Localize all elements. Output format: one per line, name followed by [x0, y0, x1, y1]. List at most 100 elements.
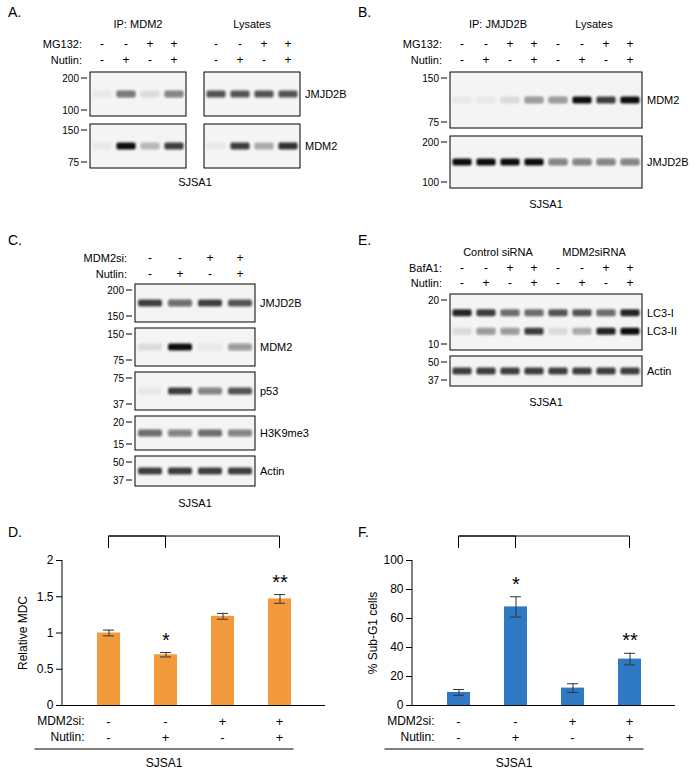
svg-text:MDM2siRNA: MDM2siRNA [562, 246, 626, 258]
svg-text:D.: D. [8, 524, 22, 540]
svg-text:-: - [460, 276, 464, 290]
svg-text:-: - [580, 37, 584, 51]
svg-text:-: - [484, 37, 488, 51]
svg-text:LC3-I: LC3-I [647, 307, 674, 319]
svg-text:Actin: Actin [647, 365, 671, 377]
svg-text:Lysates: Lysates [575, 18, 613, 30]
svg-text:MDM2si:: MDM2si: [387, 714, 434, 728]
svg-text:IP: JMJD2B: IP: JMJD2B [469, 18, 527, 30]
svg-text:150: 150 [422, 73, 439, 84]
svg-text:+: + [276, 714, 284, 729]
svg-text:-: - [556, 37, 560, 51]
svg-text:+: + [626, 261, 633, 275]
svg-text:-: - [460, 53, 464, 67]
svg-text:+: + [530, 37, 537, 51]
svg-text:MDM2: MDM2 [305, 140, 337, 152]
svg-text:JMJD2B: JMJD2B [260, 297, 302, 309]
svg-text:-: - [106, 730, 110, 745]
svg-text:MDM2: MDM2 [260, 341, 292, 353]
svg-text:SJSA1: SJSA1 [529, 198, 563, 210]
svg-text:-: - [513, 714, 517, 729]
svg-text:LC3-II: LC3-II [647, 325, 677, 337]
svg-text:Lysates: Lysates [233, 18, 271, 30]
svg-text:+: + [626, 37, 633, 51]
svg-text:+: + [122, 53, 129, 67]
svg-text:Actin: Actin [260, 465, 284, 477]
svg-text:+: + [626, 276, 633, 290]
svg-text:-: - [262, 53, 266, 67]
svg-text:-: - [214, 53, 218, 67]
svg-text:MG132:: MG132: [403, 38, 442, 50]
svg-text:+: + [530, 276, 537, 290]
svg-text:37: 37 [113, 399, 125, 410]
svg-text:-: - [570, 730, 574, 745]
svg-text:75: 75 [113, 373, 125, 384]
svg-text:+: + [176, 267, 183, 281]
svg-text:+: + [236, 251, 243, 265]
svg-text:+: + [284, 37, 291, 51]
svg-text:+: + [512, 730, 520, 745]
svg-text:*: * [512, 573, 520, 595]
svg-text:+: + [578, 53, 585, 67]
svg-text:+: + [260, 37, 267, 51]
svg-text:+: + [482, 276, 489, 290]
svg-text:-: - [604, 53, 608, 67]
svg-text:+: + [236, 53, 243, 67]
svg-text:+: + [602, 261, 609, 275]
svg-text:100: 100 [383, 553, 403, 567]
svg-text:-: - [580, 261, 584, 275]
svg-text:+: + [578, 276, 585, 290]
svg-text:+: + [170, 53, 177, 67]
svg-text:SJSA1: SJSA1 [146, 756, 183, 770]
svg-text:Nutlin:: Nutlin: [411, 277, 442, 289]
svg-text:-: - [556, 261, 560, 275]
svg-text:+: + [162, 730, 170, 745]
svg-text:40: 40 [390, 640, 404, 654]
svg-text:+: + [206, 251, 213, 265]
svg-text:-: - [456, 714, 460, 729]
svg-text:p53: p53 [260, 385, 278, 397]
svg-text:+: + [626, 730, 634, 745]
svg-text:37: 37 [113, 475, 125, 486]
svg-text:-: - [208, 267, 212, 281]
svg-text:+: + [506, 37, 513, 51]
svg-text:SJSA1: SJSA1 [178, 497, 212, 509]
svg-text:+: + [284, 53, 291, 67]
svg-text:-: - [556, 53, 560, 67]
svg-text:+: + [170, 37, 177, 51]
svg-text:BafA1:: BafA1: [409, 262, 442, 274]
svg-text:75: 75 [428, 117, 440, 128]
svg-text:150: 150 [62, 125, 79, 136]
svg-text:+: + [506, 261, 513, 275]
svg-text:SJSA1: SJSA1 [529, 396, 563, 408]
svg-text:**: ** [622, 629, 638, 651]
svg-text:-: - [100, 53, 104, 67]
svg-text:-: - [456, 730, 460, 745]
svg-text:Nutlin:: Nutlin: [96, 268, 127, 280]
svg-text:150: 150 [107, 329, 124, 340]
svg-text:+: + [530, 53, 537, 67]
svg-text:50: 50 [113, 457, 125, 468]
svg-text:IP: MDM2: IP: MDM2 [114, 18, 163, 30]
svg-text:Relative MDC: Relative MDC [16, 596, 30, 670]
svg-text:10: 10 [428, 339, 440, 350]
svg-text:Nutlin:: Nutlin: [51, 54, 82, 66]
svg-text:+: + [276, 730, 284, 745]
svg-text:MDM2: MDM2 [647, 94, 679, 106]
svg-text:-: - [178, 251, 182, 265]
svg-text:0.5: 0.5 [37, 662, 54, 676]
svg-text:-: - [556, 276, 560, 290]
svg-text:150: 150 [107, 311, 124, 322]
svg-text:-: - [238, 37, 242, 51]
svg-text:SJSA1: SJSA1 [178, 176, 212, 188]
svg-text:75: 75 [113, 355, 125, 366]
svg-text:-: - [604, 276, 608, 290]
svg-text:% Sub-G1 cells: % Sub-G1 cells [366, 592, 380, 675]
svg-text:-: - [460, 37, 464, 51]
svg-text:0: 0 [47, 698, 54, 712]
svg-text:A.: A. [8, 4, 21, 20]
svg-text:MDM2si:: MDM2si: [37, 714, 84, 728]
svg-text:-: - [163, 714, 167, 729]
svg-text:MDM2si:: MDM2si: [84, 252, 127, 264]
svg-text:50: 50 [428, 357, 440, 368]
